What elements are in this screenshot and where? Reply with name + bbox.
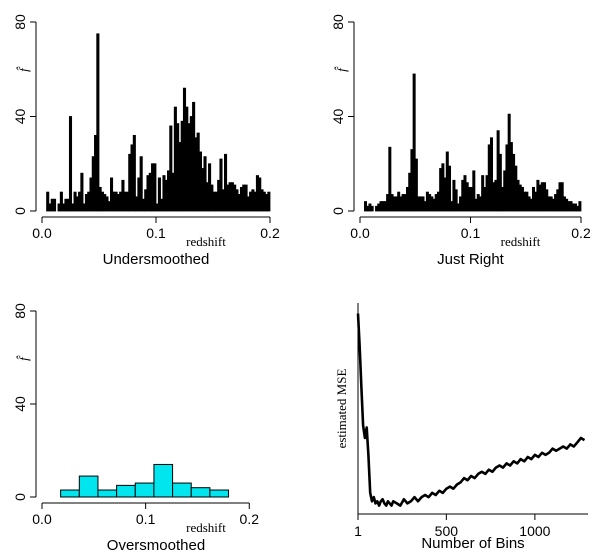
bar [59,191,63,212]
bar [219,158,223,212]
x-tick-label: 1000 [519,523,550,539]
x-tick-label: 0.0 [350,225,370,241]
bar [370,205,374,212]
bar [134,482,155,498]
bar [414,158,418,212]
bar [46,191,50,212]
bar [190,487,211,498]
y-tick-label: 0 [330,207,346,215]
bar [172,482,192,498]
bar [78,475,99,498]
x-tick-label: 0.1 [461,225,481,241]
bar [489,137,494,212]
panel-title: Undersmoothed [103,251,210,268]
bar [498,153,502,212]
bar [223,153,228,212]
panel-title: Just Right [437,251,505,268]
x-axis-label: redshift [186,520,226,535]
y-tick-label: 40 [12,109,28,125]
bar [157,177,161,212]
x-tick-label: 0.2 [240,511,260,527]
x-tick-label: 1 [354,523,362,539]
x-tick-label: 0.1 [146,225,166,241]
y-axis-label: f̂ [334,66,349,72]
y-tick-label: 40 [330,109,346,125]
bar [60,489,80,498]
x-tick-label: 0.0 [32,225,52,241]
bar [132,134,136,212]
y-tick-label: 0 [12,493,28,501]
panel-title: Oversmoothed [107,537,205,552]
bar [472,170,476,212]
bar [209,489,230,498]
y-axis-label: f̂ [16,66,31,72]
y-axis-label: estimated MSE [334,369,349,449]
x-axis-label: redshift [501,234,541,249]
x-tick-label: 0.0 [32,511,52,527]
panel-oversmoothed: 0.0 0.1 0.2 0 40 80 f̂ redshift Oversmoothed [12,303,259,552]
bar [454,189,458,212]
y-tick-label: 40 [12,396,28,412]
x-tick-label: 0.2 [260,225,280,241]
y-tick-label: 0 [12,207,28,215]
bar [96,33,100,212]
x-axis-label: redshift [186,234,226,249]
bar [80,172,84,212]
x-tick-label: 500 [435,523,459,539]
panel-just-right: 0.0 0.1 0.2 0 40 80 f̂ redshift Just Right [330,14,591,268]
x-axis-label: Number of Bins [421,535,524,552]
y-tick-label: 80 [330,14,346,30]
bar [139,156,143,212]
y-tick-label: 80 [12,14,28,30]
bar [153,463,174,498]
y-axis-label: f̂ [16,355,31,361]
bar [412,73,416,212]
bar [68,116,73,212]
bar [388,146,392,212]
bar [153,163,157,212]
y-tick-label: 80 [12,303,28,319]
bar [267,191,271,212]
bar [169,125,173,212]
bar [97,489,118,498]
panel-undersmoothed: 0.0 0.1 0.2 0 40 80 f̂ redshift Undersmoothed [12,14,280,268]
bar [447,165,452,212]
bar [578,201,582,212]
mse-line [356,313,586,507]
bar [116,484,136,498]
bar [53,198,57,212]
x-tick-label: 0.2 [571,225,591,241]
x-tick-label: 0.1 [136,511,156,527]
